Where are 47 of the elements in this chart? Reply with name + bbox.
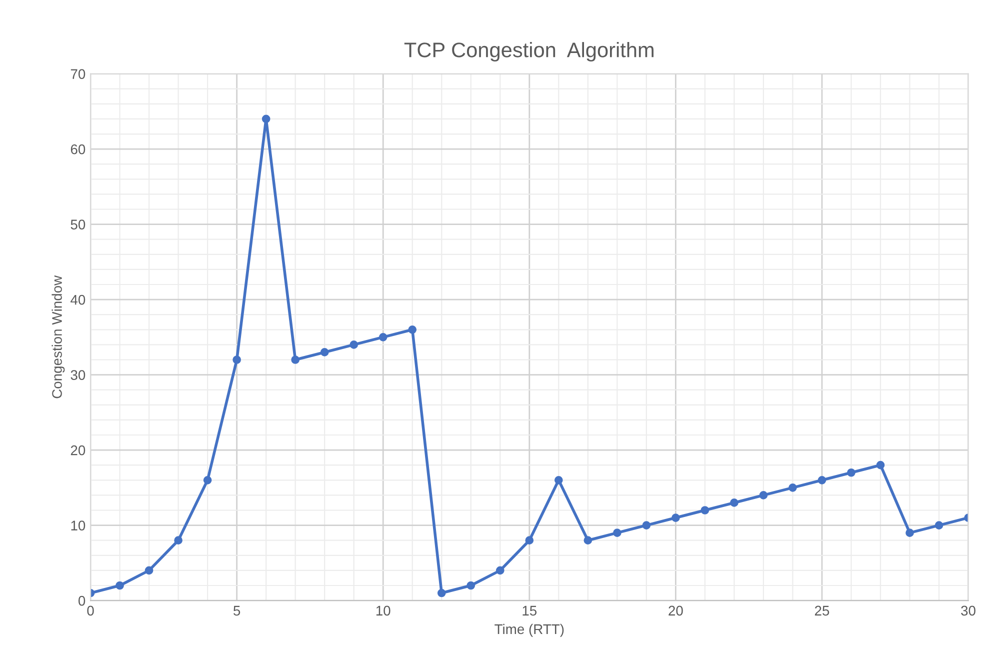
x-tick-label: 25 — [814, 606, 830, 616]
point — [350, 340, 358, 349]
y-tick-label: 60 — [70, 144, 86, 154]
y-tick-label: 10 — [71, 520, 86, 530]
y-tick-label: 30 — [70, 370, 86, 380]
point — [700, 506, 710, 514]
x-tick-label: 30 — [961, 606, 976, 616]
point — [788, 484, 797, 492]
point — [818, 476, 826, 484]
point — [642, 521, 651, 530]
point — [408, 325, 417, 334]
x-tick-label: 10 — [376, 606, 390, 616]
point — [203, 476, 212, 484]
y-tick-label: 40 — [70, 294, 86, 305]
point — [672, 514, 680, 522]
point — [144, 566, 154, 575]
point — [525, 536, 534, 545]
point — [116, 581, 124, 590]
y-tick-label: 50 — [70, 220, 86, 230]
point — [554, 476, 563, 484]
x-tick-label: 5 — [234, 606, 240, 616]
y-axis-title: Congestion Window — [52, 275, 65, 398]
x-axis-title: Time (RTT) — [494, 624, 564, 637]
point — [174, 536, 182, 545]
point — [437, 588, 446, 598]
x-tick-label: 0 — [87, 606, 94, 616]
chart-title: TCP Congestion Algorithm — [404, 42, 654, 62]
point — [730, 498, 738, 507]
point — [232, 356, 241, 364]
y-tick-label: 0 — [78, 596, 86, 606]
point — [613, 528, 622, 537]
point — [847, 468, 856, 477]
point — [378, 333, 388, 342]
point — [759, 491, 768, 500]
point — [262, 114, 270, 124]
point — [496, 566, 504, 575]
point — [291, 356, 300, 364]
point — [906, 528, 914, 537]
x-tick-label: 15 — [522, 606, 537, 616]
point — [466, 581, 476, 590]
point — [584, 536, 592, 545]
point — [876, 460, 885, 470]
y-tick-label: 70 — [70, 69, 86, 79]
x-tick-label: 20 — [668, 606, 683, 616]
point — [934, 521, 944, 530]
y-tick-label: 20 — [70, 445, 86, 456]
point — [320, 348, 329, 356]
